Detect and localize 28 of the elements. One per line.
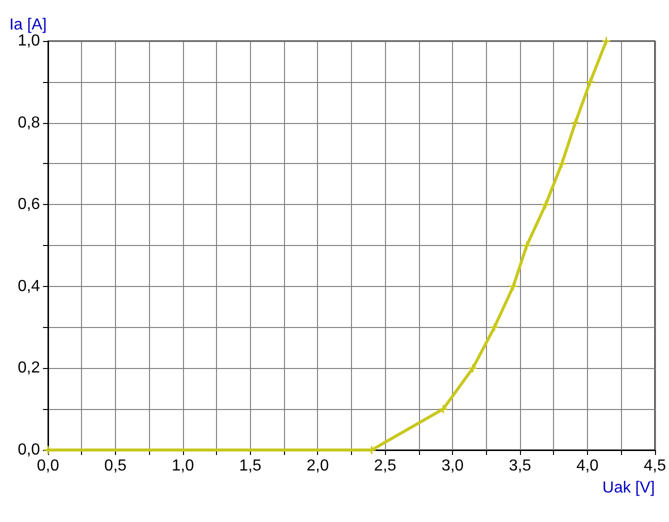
point: [468, 363, 478, 373]
y-tick-label: 0,4: [18, 278, 40, 295]
point: [557, 158, 567, 168]
y-tick-label: 0,6: [18, 196, 40, 214]
point: [585, 77, 595, 87]
x-tick-label: 4,0: [576, 458, 599, 474]
y-tick-label: 0,2: [18, 360, 40, 377]
x-tick-label: 4,5: [644, 458, 666, 474]
point: [438, 404, 448, 414]
point: [540, 200, 550, 210]
point: [570, 118, 580, 128]
x-tick-label: 3,0: [441, 458, 464, 474]
x-tick-label: 2,0: [306, 458, 329, 474]
x-tick-label: 1,0: [172, 458, 194, 474]
y-tick-label: 1,0: [18, 32, 40, 50]
x-tick-label: 0,5: [104, 458, 127, 474]
point: [602, 36, 612, 46]
point: [508, 282, 518, 292]
y-tick-label: 0,8: [18, 114, 40, 132]
point: [522, 240, 532, 250]
y-tick-label: 0,0: [18, 442, 40, 458]
point: [490, 322, 500, 332]
x-tick-label: 3,5: [508, 458, 532, 474]
y-axis-title: Ia [A]: [9, 16, 47, 34]
x-tick-label: 2,5: [374, 458, 396, 474]
x-axis-title: Uak [V]: [602, 480, 655, 496]
x-tick-label: 1,5: [239, 458, 262, 474]
x-tick-label: 0,0: [36, 458, 60, 474]
